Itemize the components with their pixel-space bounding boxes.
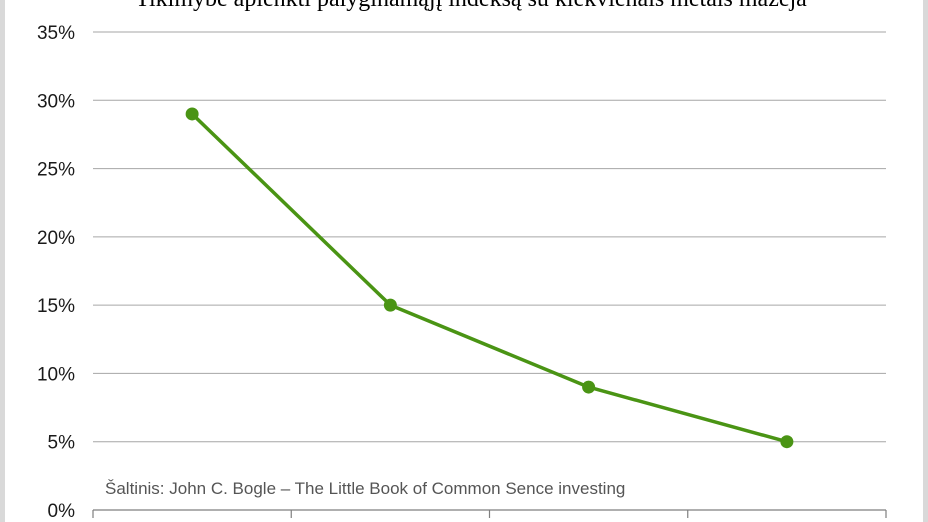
gridlines [93, 31, 886, 443]
y-tick-label: 20% [37, 228, 75, 249]
y-tick-label: 0% [48, 501, 76, 522]
series-line [190, 112, 788, 444]
y-tick-label: 5% [48, 433, 76, 454]
y-axis-ticks: 0% 5% 10% 15% 20% 25% 30% 35% [37, 23, 75, 522]
line-chart: Tikimybė aplenkti palyginamąjį indeksą s… [37, 0, 887, 522]
y-tick-label: 15% [37, 296, 75, 317]
y-tick-label: 10% [37, 364, 75, 385]
x-axis [92, 509, 887, 518]
data-point [582, 380, 596, 394]
y-tick-label: 25% [37, 160, 75, 181]
y-tick-label: 30% [37, 91, 75, 112]
source-note: Šaltinis: John C. Bogle – The Little Boo… [105, 479, 625, 498]
series-group [185, 107, 794, 449]
chart-title: Tikimybė aplenkti palyginamąjį indeksą s… [135, 0, 807, 12]
data-point [383, 298, 397, 312]
data-point [185, 107, 199, 121]
data-point [780, 435, 794, 449]
y-tick-label: 35% [37, 23, 75, 44]
